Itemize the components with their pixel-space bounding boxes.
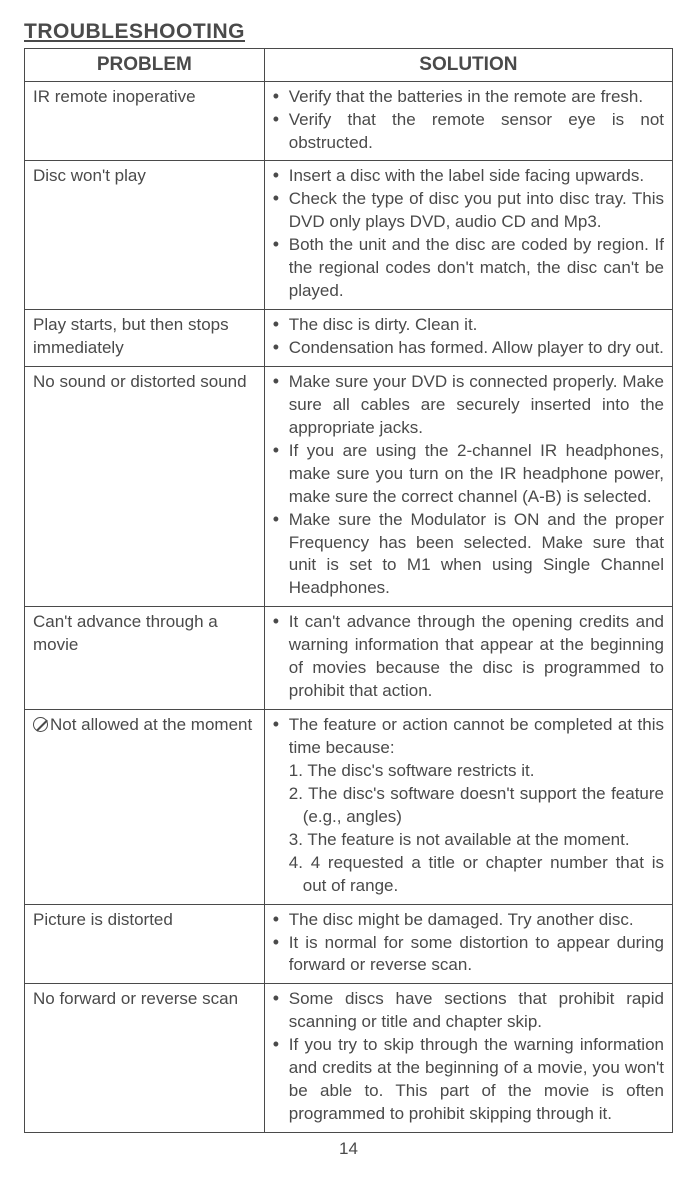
solution-bullet: Condensation has formed. Allow player to… <box>273 337 664 360</box>
solution-bullet: Make sure the Modulator is ON and the pr… <box>273 509 664 601</box>
troubleshooting-table: PROBLEM SOLUTION IR remote inoperative Ve… <box>24 48 673 1133</box>
problem-cell: Disc won't play <box>25 161 265 310</box>
table-row: Picture is distorted The disc might be da… <box>25 904 673 984</box>
solution-numbered-item: 1. The disc's software restricts it. <box>289 760 664 783</box>
problem-cell: IR remote inoperative <box>25 81 265 161</box>
solution-numbered-item: 4. 4 requested a title or chapter number… <box>289 852 664 898</box>
problem-text: Can't advance through a movie <box>33 612 218 654</box>
problem-text: No sound or distorted sound <box>33 372 247 391</box>
solution-cell: The feature or action cannot be complete… <box>264 710 672 905</box>
table-row: IR remote inoperative Verify that the bat… <box>25 81 673 161</box>
solution-bullet: It is normal for some distortion to appe… <box>273 932 664 978</box>
solution-cell: Some discs have sections that prohibit r… <box>264 984 672 1133</box>
problem-text: Play starts, but then stops immediately <box>33 315 229 357</box>
problem-text: Disc won't play <box>33 166 146 185</box>
solution-intro: The feature or action cannot be complete… <box>273 714 664 760</box>
solution-bullet: Both the unit and the disc are coded by … <box>273 234 664 303</box>
problem-cell: Can't advance through a movie <box>25 607 265 710</box>
solution-numbered-item: 2. The disc's software doesn't support t… <box>289 783 664 829</box>
page-number: 14 <box>24 1139 673 1159</box>
problem-cell: No sound or distorted sound <box>25 366 265 606</box>
solution-bullet: Some discs have sections that prohibit r… <box>273 988 664 1034</box>
table-row: No sound or distorted sound Make sure you… <box>25 366 673 606</box>
solution-bullet: It can't advance through the opening cre… <box>273 611 664 703</box>
solution-bullet: Insert a disc with the label side facing… <box>273 165 664 188</box>
problem-cell: Play starts, but then stops immediately <box>25 310 265 367</box>
problem-text: Picture is distorted <box>33 910 173 929</box>
problem-cell: Picture is distorted <box>25 904 265 984</box>
solution-bullet: Verify that the batteries in the remote … <box>273 86 664 109</box>
table-row: Can't advance through a movie It can't ad… <box>25 607 673 710</box>
solution-numbered-item: 3. The feature is not available at the m… <box>289 829 664 852</box>
solution-cell: Make sure your DVD is connected properly… <box>264 366 672 606</box>
problem-text: IR remote inoperative <box>33 87 196 106</box>
solution-cell: Verify that the batteries in the remote … <box>264 81 672 161</box>
header-problem: PROBLEM <box>25 49 265 82</box>
solution-bullet: Check the type of disc you put into disc… <box>273 188 664 234</box>
solution-bullet: The disc might be damaged. Try another d… <box>273 909 664 932</box>
solution-cell: The disc might be damaged. Try another d… <box>264 904 672 984</box>
table-row: No forward or reverse scan Some discs hav… <box>25 984 673 1133</box>
problem-cell: Not allowed at the moment <box>25 710 265 905</box>
problem-text: No forward or reverse scan <box>33 989 238 1008</box>
problem-text: Not allowed at the moment <box>50 715 252 734</box>
solution-bullet: Verify that the remote sensor eye is not… <box>273 109 664 155</box>
solution-bullet: If you try to skip through the warning i… <box>273 1034 664 1126</box>
solution-cell: It can't advance through the opening cre… <box>264 607 672 710</box>
table-row: Disc won't play Insert a disc with the la… <box>25 161 673 310</box>
solution-bullet: If you are using the 2-channel IR headph… <box>273 440 664 509</box>
problem-cell: No forward or reverse scan <box>25 984 265 1133</box>
solution-cell: The disc is dirty. Clean it.Condensation… <box>264 310 672 367</box>
solution-bullet: Make sure your DVD is connected properly… <box>273 371 664 440</box>
header-solution: SOLUTION <box>264 49 672 82</box>
page-title: TROUBLESHOOTING <box>24 20 673 44</box>
solution-cell: Insert a disc with the label side facing… <box>264 161 672 310</box>
prohibit-icon <box>33 717 48 732</box>
table-row: Not allowed at the moment The feature or … <box>25 710 673 905</box>
solution-bullet: The disc is dirty. Clean it. <box>273 314 664 337</box>
table-row: Play starts, but then stops immediately T… <box>25 310 673 367</box>
